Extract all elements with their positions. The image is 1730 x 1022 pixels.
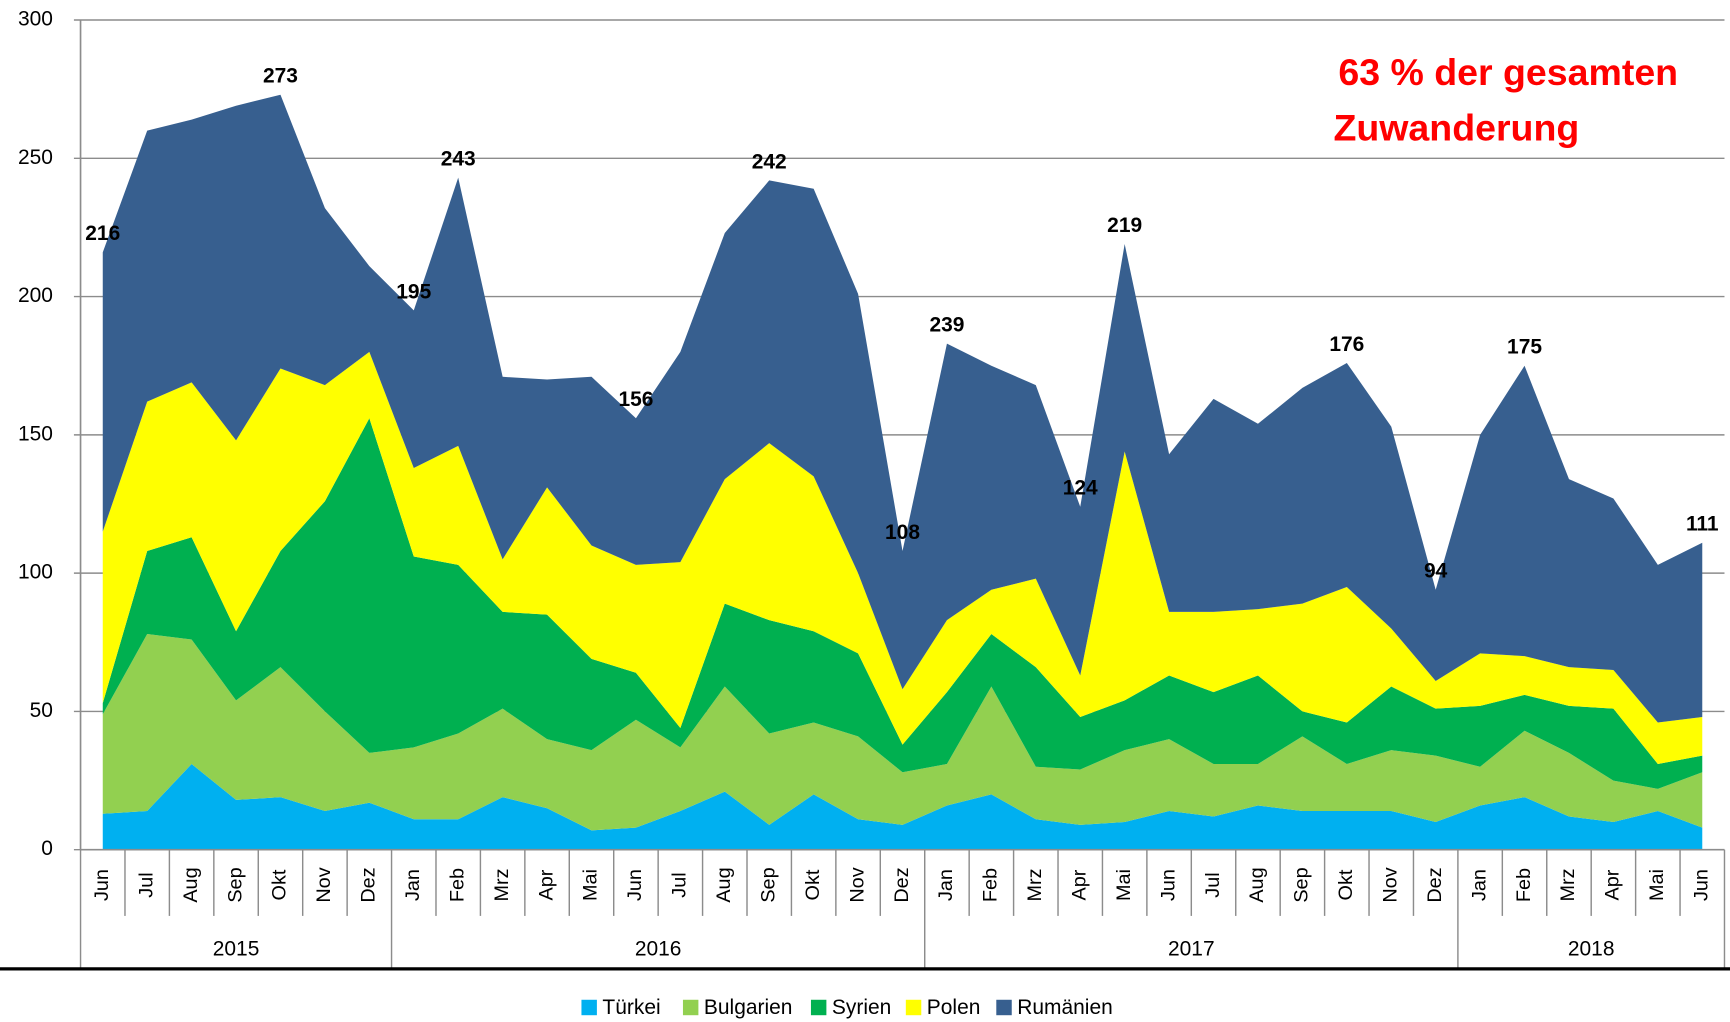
legend-swatch (581, 999, 597, 1016)
axes (0, 20, 1730, 971)
total-label: 216 (85, 222, 120, 245)
x-tick-label: Okt (269, 869, 291, 900)
total-label: 219 (1107, 214, 1142, 237)
x-tick-label: Apr (1068, 869, 1090, 900)
y-tick-label: 200 (18, 284, 53, 307)
x-tick-label: Jan (402, 869, 424, 901)
x-tick-label: Jun (91, 869, 113, 901)
year-label: 2016 (635, 938, 682, 961)
x-tick-label: Jun (1157, 869, 1179, 901)
y-tick-label: 250 (18, 146, 53, 169)
y-tick-label: 0 (41, 837, 53, 860)
year-label: 2017 (1168, 938, 1215, 961)
total-label: 94 (1424, 560, 1448, 583)
x-tick-label: Okt (802, 869, 824, 900)
year-label: 2015 (213, 938, 260, 961)
x-tick-label: Aug (713, 867, 735, 902)
x-tick-label: Jul (1202, 872, 1224, 897)
year-label: 2018 (1568, 938, 1615, 961)
area (102, 351, 1703, 764)
total-label: 175 (1507, 336, 1542, 359)
x-tick-label: Feb (446, 868, 468, 902)
x-tick-label: Apr (535, 869, 557, 900)
legend-label: Polen (927, 996, 981, 1019)
x-tick-label: Mai (1113, 869, 1135, 901)
legend-swatch (905, 999, 922, 1016)
x-tick-label: Mrz (1557, 868, 1579, 901)
y-tick-label: 150 (18, 422, 53, 445)
y-tick-label: 50 (30, 699, 53, 722)
x-tick-label: Mrz (491, 868, 513, 901)
x-tick-label: Sep (1291, 867, 1313, 902)
x-tick-label: Feb (980, 868, 1002, 902)
x-tick-label: Dez (891, 867, 913, 902)
x-tick-label: Apr (1602, 869, 1624, 900)
x-tick-label: Jun (1691, 869, 1713, 901)
y-tick-label: 100 (18, 561, 53, 584)
x-tick-label: Dez (1424, 867, 1446, 902)
x-tick-label: Mai (1646, 869, 1668, 901)
x-tick-label: Jul (135, 872, 157, 897)
legend-swatch (682, 999, 699, 1016)
x-tick-label: Dez (358, 867, 380, 902)
areas (102, 94, 1703, 850)
x-tick-label: Jan (935, 869, 957, 901)
y-tick-label: 300 (18, 8, 53, 31)
legend-swatch (810, 999, 827, 1016)
legend-swatch (996, 999, 1012, 1016)
x-tick-label: Jun (624, 869, 646, 901)
area (102, 418, 1703, 789)
total-label: 156 (618, 388, 653, 411)
area (102, 763, 1703, 850)
x-tick-label: Mai (580, 869, 602, 901)
total-label: 195 (396, 280, 431, 303)
area (102, 633, 1703, 831)
x-tick-label: Aug (180, 867, 202, 902)
total-label: 108 (885, 521, 920, 544)
total-label: 124 (1063, 477, 1098, 500)
x-tick-label: Sep (224, 867, 246, 902)
legend-label: Türkei (602, 996, 660, 1019)
total-label: 242 (752, 150, 787, 173)
x-tick-label: Aug (1246, 867, 1268, 902)
legend-label: Rumänien (1017, 996, 1113, 1019)
x-tick-label: Nov (846, 867, 868, 902)
total-label: 239 (929, 313, 964, 336)
x-tick-label: Feb (1513, 868, 1535, 902)
legend-label: Syrien (832, 996, 891, 1019)
annotation: 63 % der gesamten (1338, 51, 1678, 93)
x-tick-label: Okt (1335, 869, 1357, 900)
x-tick-label: Nov (1380, 867, 1402, 902)
total-label: 273 (263, 65, 298, 88)
legend-label: Bulgarien (704, 996, 793, 1019)
x-tick-label: Nov (313, 867, 335, 902)
x-tick-label: Mrz (1024, 868, 1046, 901)
area (102, 94, 1703, 723)
x-tick-label: Jan (1468, 869, 1490, 901)
annotation: Zuwanderung (1333, 106, 1579, 148)
total-label: 243 (441, 148, 476, 171)
total-label: 176 (1329, 333, 1364, 356)
x-tick-label: Jul (669, 872, 691, 897)
total-label: 111 (1686, 513, 1719, 536)
x-tick-label: Sep (757, 867, 779, 902)
